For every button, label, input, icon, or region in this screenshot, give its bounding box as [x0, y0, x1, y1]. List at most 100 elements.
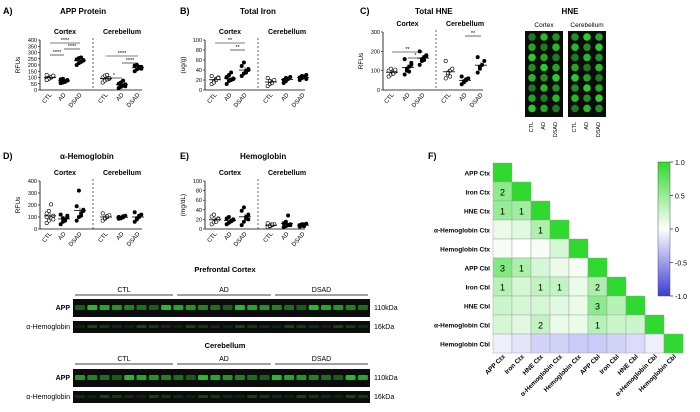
- heatmap-cell: [530, 238, 551, 259]
- blot-band: [333, 305, 344, 310]
- blot-band: [247, 325, 258, 328]
- hne-spot: [552, 94, 560, 102]
- x-tick-label: AD: [58, 92, 68, 103]
- region-label: Cerebellum: [103, 170, 141, 177]
- blot-band: [124, 375, 135, 380]
- western-blots: Prefrontal Cortex CTL AD DSAD APP α-Hemoglobi…: [26, 265, 398, 403]
- blot-band: [99, 325, 110, 328]
- significance-label: ****: [53, 50, 62, 56]
- x-tick-label: CTL: [98, 231, 110, 244]
- blot-band: [284, 375, 295, 380]
- blot-band: [198, 305, 208, 310]
- blot-band: [357, 375, 368, 380]
- data-point: [239, 74, 244, 79]
- hne-spot: [595, 33, 603, 41]
- blot-group-label: AD: [219, 356, 229, 363]
- data-point: [417, 49, 422, 54]
- blot-band: [271, 395, 282, 398]
- heatmap-cell: [568, 276, 589, 297]
- blot-size-label: 16kDa: [374, 394, 394, 401]
- blot-band: [87, 375, 98, 380]
- blot-band: [173, 305, 184, 310]
- y-tick-label: 150: [28, 69, 37, 75]
- hne-spot: [583, 104, 591, 113]
- heatmap-cell: [663, 333, 684, 354]
- hne-spot: [552, 33, 560, 41]
- heatmap-cell: [492, 162, 513, 183]
- data-point: [246, 217, 251, 222]
- panel-c: C) Total HNE Cortex Cerebellum 0 100 200 300 RFU…: [358, 6, 487, 109]
- x-tick-label: AD: [402, 92, 412, 103]
- heatmap-cell: [511, 238, 532, 259]
- panel-a: A) APP Protein Cortex Cerebellum 05010015020…: [3, 6, 144, 109]
- blot-band: [111, 375, 122, 380]
- hne-x-label: AD: [584, 122, 590, 130]
- hne-spot: [583, 74, 591, 82]
- heatmap-row-label: Hemoglobin Cbl: [440, 342, 490, 349]
- x-tick-label: DSAD: [233, 231, 249, 248]
- blot-band: [234, 325, 245, 328]
- blot-band: [308, 325, 319, 328]
- blot-band: [99, 395, 110, 398]
- blot-band: [308, 395, 319, 398]
- data-point: [241, 219, 246, 224]
- data-point: [224, 82, 229, 87]
- blot-strip: [73, 321, 370, 333]
- heatmap-annotation: 2: [595, 283, 600, 293]
- hne-spot: [571, 94, 579, 102]
- heatmap-cell: [549, 257, 570, 278]
- x-tick-label: CTL: [263, 92, 275, 105]
- x-tick-label: AD: [459, 92, 469, 103]
- heatmap-cell: [606, 333, 627, 354]
- heatmap-cell: [492, 333, 513, 354]
- heatmap-cell: [511, 276, 532, 297]
- blot-band: [87, 395, 98, 398]
- hne-spot: [528, 104, 536, 113]
- heatmap-cell: [530, 295, 551, 316]
- heatmap-row-label: Hemoglobin Ctx: [440, 247, 490, 254]
- hne-spot: [540, 63, 548, 72]
- heatmap-cell: [549, 295, 570, 316]
- x-tick-label: AD: [224, 92, 234, 103]
- heatmap-annotation: 1: [500, 207, 505, 217]
- hne-spot: [583, 53, 591, 62]
- data-point: [231, 77, 236, 82]
- blot-band: [173, 395, 184, 398]
- blot-band: [111, 305, 122, 310]
- blot-band: [271, 305, 282, 310]
- y-tick-label: 100: [28, 215, 37, 221]
- blot-band: [222, 395, 233, 398]
- blot-band: [234, 375, 245, 380]
- data-point: [443, 58, 448, 63]
- region-label: Cerebellum: [446, 21, 484, 28]
- hne-spot: [552, 84, 560, 92]
- y-tick-label: 40: [196, 208, 202, 214]
- y-tick-label: 100: [193, 179, 202, 185]
- panel-b: B) Total Iron Cortex Cerebellum 0 20 40 60 80 100…: [180, 6, 309, 109]
- hne-spot: [571, 33, 579, 41]
- hne-spot: [552, 53, 560, 62]
- heatmap-row-label: α-Hemoglobin Cbl: [434, 323, 490, 330]
- blot-band: [124, 305, 135, 310]
- heatmap-annotation: 1: [595, 321, 600, 331]
- significance-label: **: [235, 45, 240, 51]
- hne-spot: [528, 53, 536, 62]
- panel-title: α-Hemoglobin: [60, 152, 114, 161]
- data-point: [288, 223, 293, 228]
- hne-spot: [571, 104, 579, 113]
- hne-spot: [540, 43, 548, 51]
- blot-band: [210, 305, 221, 310]
- blot-band: [222, 305, 233, 310]
- blot-band: [161, 325, 172, 328]
- data-point: [100, 211, 105, 216]
- data-point: [246, 212, 251, 217]
- x-tick-label: AD: [116, 92, 126, 103]
- blot-size-label: 110kDa: [374, 375, 398, 382]
- heatmap-cell: [568, 257, 589, 278]
- y-tick-label: 50: [31, 82, 37, 88]
- blot-band: [173, 325, 184, 328]
- heatmap-annotation: 1: [519, 207, 524, 217]
- panel-letter: F): [428, 151, 437, 161]
- blot-band: [234, 395, 245, 398]
